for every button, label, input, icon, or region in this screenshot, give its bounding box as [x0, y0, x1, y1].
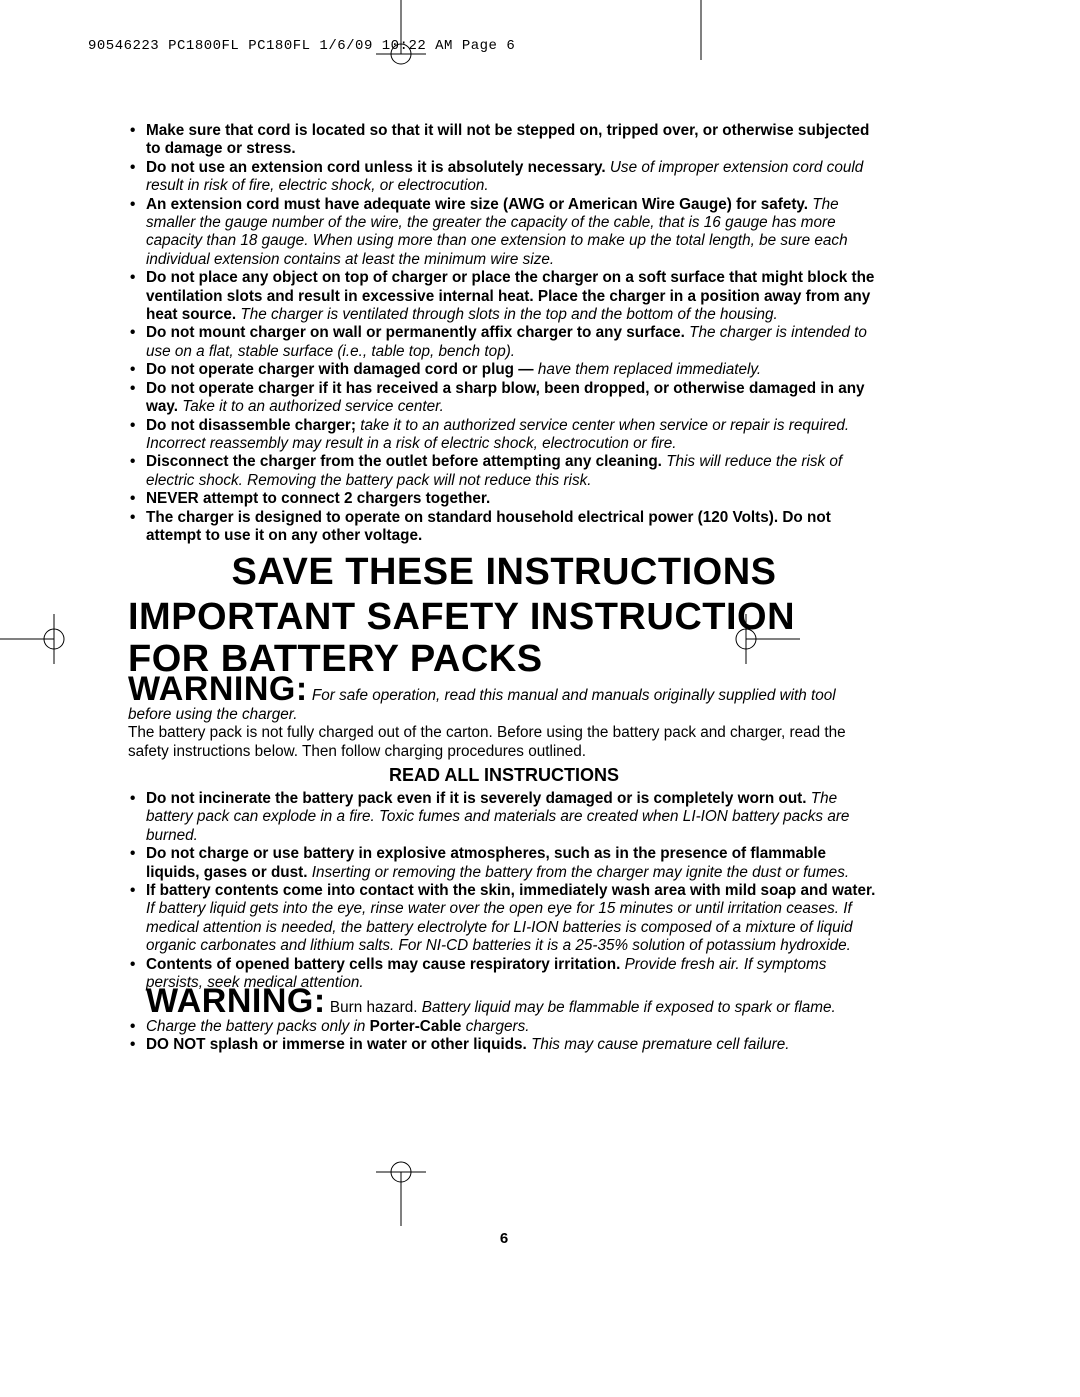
heading-read-all: READ ALL INSTRUCTIONS	[128, 765, 880, 786]
bullet-item: Do not incinerate the battery pack even …	[128, 790, 880, 845]
bullet-item: An extension cord must have adequate wir…	[128, 196, 880, 270]
warning-label-1: WARNING:	[128, 670, 308, 708]
warning-2-italic: Battery liquid may be flammable if expos…	[422, 999, 836, 1016]
bullet-item: Contents of opened battery cells may cau…	[128, 956, 880, 993]
bullet-item: Disconnect the charger from the outlet b…	[128, 453, 880, 490]
bullet-item: Do not charge or use battery in explosiv…	[128, 845, 880, 882]
bullet-item: Do not use an extension cord unless it i…	[128, 159, 880, 196]
heading-important-safety: IMPORTANT SAFETY INSTRUCTION FOR BATTERY…	[128, 596, 880, 680]
page-number: 6	[128, 1230, 880, 1247]
bullet-item: The charger is designed to operate on st…	[128, 509, 880, 546]
bullet-item: Do not place any object on top of charge…	[128, 269, 880, 324]
warning-block-1: WARNING: For safe operation, read this m…	[128, 680, 880, 724]
bullet-item: Do not operate charger with damaged cord…	[128, 361, 880, 379]
warning-block-2: WARNING: Burn hazard. Battery liquid may…	[128, 992, 880, 1017]
document-page: 90546223 PC1800FL PC180FL 1/6/09 10:22 A…	[0, 0, 1080, 1397]
tick-top-right	[700, 0, 702, 60]
safety-bullets-3: Charge the battery packs only in Porter-…	[128, 1018, 880, 1055]
bullet-item: Make sure that cord is located so that i…	[128, 122, 880, 159]
bullet-item: Charge the battery packs only in Porter-…	[128, 1018, 880, 1036]
safety-bullets-1: Make sure that cord is located so that i…	[128, 122, 880, 545]
safety-bullets-2: Do not incinerate the battery pack even …	[128, 790, 880, 992]
bullet-item: NEVER attempt to connect 2 chargers toge…	[128, 490, 880, 508]
bullet-item: Do not operate charger if it has receive…	[128, 380, 880, 417]
crop-mark-left	[0, 614, 80, 664]
crop-mark-bottom	[376, 1146, 426, 1226]
intro-text: The battery pack is not fully charged ou…	[128, 724, 880, 761]
print-header: 90546223 PC1800FL PC180FL 1/6/09 10:22 A…	[88, 38, 515, 54]
bullet-item: Do not mount charger on wall or permanen…	[128, 324, 880, 361]
warning-2-plain: Burn hazard.	[330, 999, 422, 1016]
heading-save-instructions: SAVE THESE INSTRUCTIONS	[128, 551, 880, 594]
bullet-item: If battery contents come into contact wi…	[128, 882, 880, 956]
bullet-item: DO NOT splash or immerse in water or oth…	[128, 1036, 880, 1054]
bullet-item: Do not disassemble charger; take it to a…	[128, 417, 880, 454]
page-content: Make sure that cord is located so that i…	[128, 122, 880, 1055]
